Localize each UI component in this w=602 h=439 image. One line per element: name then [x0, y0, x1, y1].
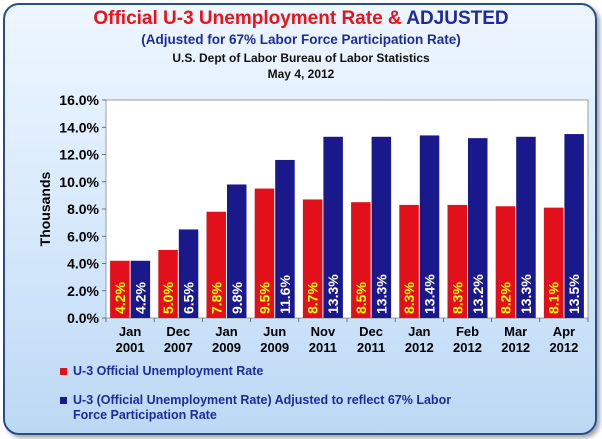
y-tick-label: 10.0%: [59, 174, 99, 190]
data-label-adjusted: 13.2%: [470, 274, 486, 314]
chart-title: Official U-3 Unemployment Rate & ADJUSTE…: [0, 8, 602, 30]
bar-adjusted: [419, 135, 440, 318]
bar-adjusted: [130, 260, 151, 318]
bar-adjusted: [227, 184, 247, 318]
bar-official: [351, 202, 371, 318]
data-label-official: 8.7%: [305, 282, 321, 314]
y-tick-label: 12.0%: [59, 147, 99, 163]
bar-official: [399, 204, 419, 318]
y-tick-label: 14.0%: [59, 119, 99, 135]
legend-label-adjusted-line1: U-3 (Official Unemployment Rate) Adjuste…: [73, 393, 452, 407]
x-category-label: Jun 2009: [260, 324, 289, 355]
legend-label-official: U-3 Official Unemployment Rate: [73, 364, 264, 378]
data-label-adjusted: 13.5%: [566, 274, 582, 314]
bar-official: [254, 188, 275, 318]
data-label-official: 9.5%: [256, 282, 272, 314]
y-tick-label: 2.0%: [67, 283, 99, 299]
data-label-official: 8.5%: [353, 282, 369, 314]
data-label-adjusted: 9.8%: [229, 282, 245, 314]
x-category-label: Jan 2009: [212, 324, 241, 355]
y-ticks-layer: 0.0% 2.0% 4.0% 6.0% 8.0% 10.0% 12.0% 14.0% 16.0%: [59, 92, 106, 326]
chart-subtitle: (Adjusted for 67% Labor Force Participat…: [141, 32, 461, 47]
bar-adjusted: [323, 136, 343, 318]
bar-adjusted: [516, 136, 536, 318]
bar-adjusted: [371, 136, 392, 318]
data-label-official: 5.0%: [160, 282, 176, 314]
data-label-adjusted: 13.3%: [373, 274, 389, 314]
title-adjusted: ADJUSTED: [406, 8, 509, 29]
x-category-label: Jan 2001: [116, 324, 145, 355]
legend-label-adjusted: U-3 (Official Unemployment Rate) Adjuste…: [73, 393, 451, 423]
data-label-adjusted: 13.3%: [518, 274, 534, 314]
data-labels-layer: 4.2% 5.0% 7.8% 9.5% 8.7% 8.5% 8.3% 8.3% 8.2% 8.1%…: [112, 274, 582, 314]
x-category-label: Mar 2012: [501, 324, 530, 355]
y-tick-label: 8.0%: [67, 201, 99, 217]
data-label-official: 8.3%: [449, 282, 465, 314]
bar-official: [110, 260, 130, 318]
data-label-official: 8.1%: [546, 282, 562, 314]
y-tick-label: 4.0%: [67, 256, 99, 272]
bar-adjusted: [564, 134, 584, 318]
bar-official: [302, 199, 323, 318]
legend-swatch-adjusted: [60, 397, 67, 404]
bar-adjusted: [275, 159, 295, 318]
data-label-official: 7.8%: [208, 282, 224, 314]
x-categories-layer: Jan 2001 Dec 2007 Jan 2009 Jun 2009 Nov 2011 Dec 20…: [105, 318, 589, 355]
plot-area: [105, 99, 589, 319]
x-category-label: Dec 2011: [357, 324, 385, 355]
legend-swatch-official: [60, 368, 67, 375]
data-label-official: 8.2%: [497, 282, 513, 314]
x-category-label: Jan 2012: [405, 324, 434, 355]
bar-official: [206, 211, 226, 318]
x-category-label: Nov 2011: [309, 324, 337, 355]
data-label-adjusted: 4.2%: [132, 282, 148, 314]
source-date: May 4, 2012: [267, 67, 335, 81]
data-label-adjusted: 13.3%: [325, 274, 341, 314]
bar-official: [543, 207, 564, 318]
y-axis-label: Thousands: [37, 171, 53, 246]
data-label-adjusted: 6.5%: [181, 282, 197, 314]
data-label-official: 4.2%: [112, 282, 128, 314]
data-label-adjusted: 13.4%: [422, 274, 438, 314]
x-category-label: Dec 2007: [164, 324, 193, 355]
y-tick-label: 0.0%: [67, 310, 99, 326]
bar-adjusted: [178, 229, 199, 318]
bar-official: [495, 206, 516, 318]
bar-official: [158, 249, 178, 318]
x-category-label: Apr 2012: [549, 324, 578, 355]
y-tick-label: 6.0%: [67, 228, 99, 244]
y-tick-label: 16.0%: [59, 92, 99, 108]
data-label-adjusted: 11.6%: [277, 275, 293, 314]
title-official: Official U-3 Unemployment Rate &: [93, 8, 407, 29]
legend-label-adjusted-line2: Force Participation Rate: [73, 408, 217, 422]
bars-layer: [110, 134, 584, 318]
x-category-label: Feb 2012: [453, 324, 482, 355]
source-line: U.S. Dept of Labor Bureau of Labor Stati…: [172, 51, 430, 65]
bar-adjusted: [468, 138, 488, 318]
data-label-official: 8.3%: [401, 282, 417, 314]
bar-official: [447, 204, 467, 318]
